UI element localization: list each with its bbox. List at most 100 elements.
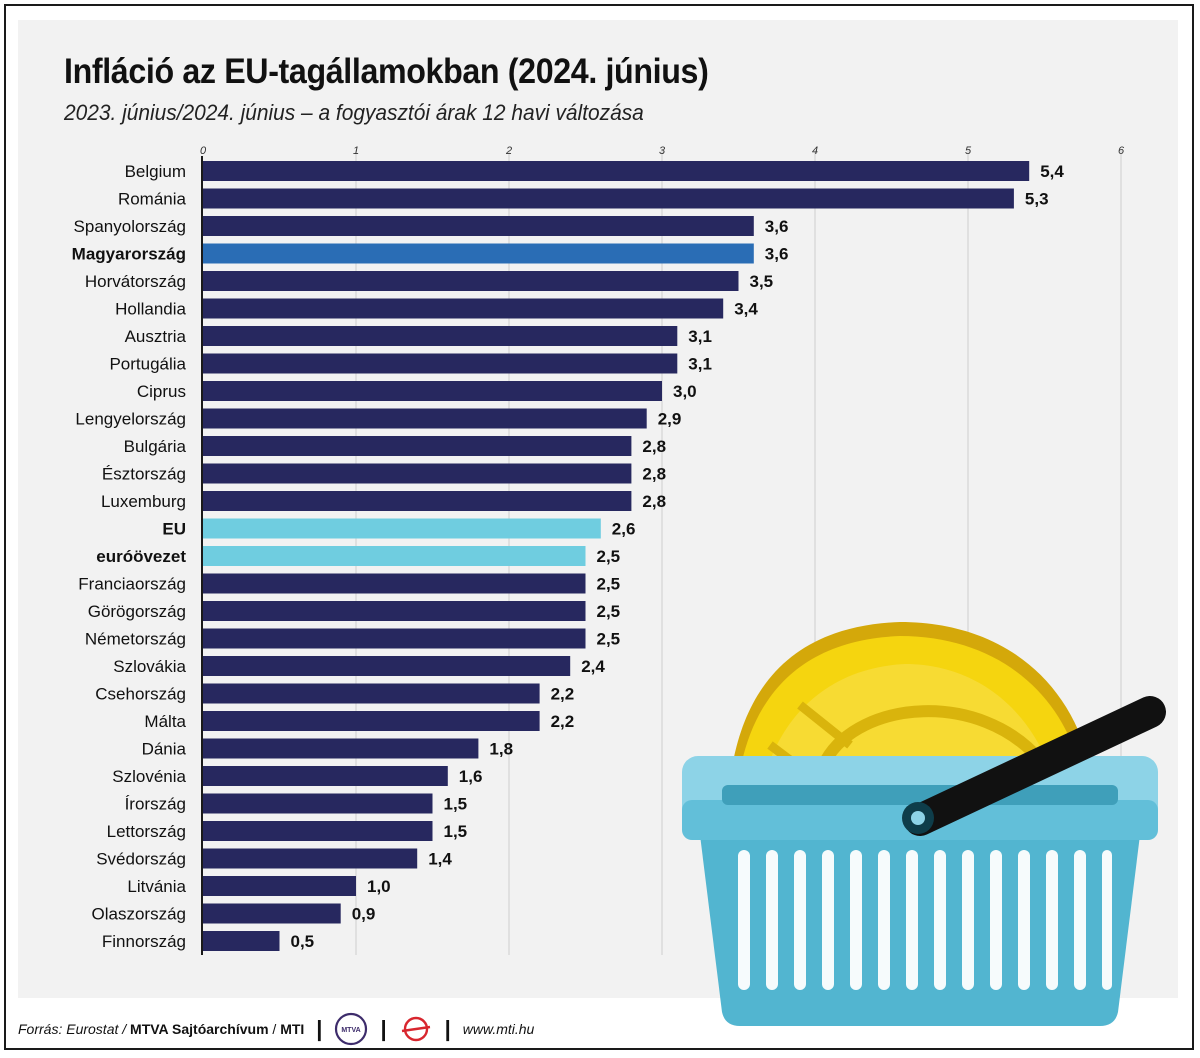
bar — [203, 683, 540, 704]
category-label: Franciaország — [78, 575, 186, 594]
value-label: 2,8 — [642, 437, 666, 456]
value-label: 0,5 — [291, 932, 315, 951]
value-label: 2,5 — [597, 547, 621, 566]
website-link[interactable]: www.mti.hu — [462, 1021, 535, 1037]
category-label: Belgium — [125, 162, 186, 181]
shopping-basket-icon — [682, 696, 1166, 1026]
value-label: 2,4 — [581, 657, 605, 676]
category-label: Szlovénia — [112, 767, 186, 786]
mtva-logo-text: MTVA — [342, 1027, 361, 1034]
footer-separator: | — [316, 1016, 323, 1041]
footer-separator: | — [380, 1016, 387, 1041]
category-label: Magyarország — [72, 245, 186, 264]
value-label: 2,5 — [597, 575, 621, 594]
category-labels: Belgium Románia Spanyolország Magyarország H… — [72, 162, 187, 951]
bar — [203, 573, 586, 594]
bar — [203, 381, 662, 401]
category-label: euróövezet — [96, 547, 186, 566]
bar — [203, 793, 433, 814]
bar — [203, 298, 724, 319]
category-label: Dánia — [142, 740, 187, 759]
category-label: EU — [162, 520, 186, 539]
category-label: Ausztria — [125, 327, 187, 346]
bar — [203, 848, 418, 869]
category-label: Hollandia — [115, 300, 186, 319]
bar — [203, 738, 479, 759]
value-label: 2,5 — [597, 602, 621, 621]
chart-subtitle: 2023. június/2024. június – a fogyasztói… — [64, 100, 644, 125]
bar — [203, 491, 632, 511]
bar — [203, 436, 632, 456]
bar — [203, 766, 448, 786]
category-label: Csehország — [95, 685, 186, 704]
source-agency-2: MTI — [280, 1021, 305, 1037]
source-divider: / — [272, 1021, 277, 1037]
x-tick-labels: 0 1 2 3 4 5 6 — [200, 145, 1125, 157]
chart-title: Infláció az EU-tagállamokban (2024. júni… — [64, 52, 709, 91]
category-label: Szlovákia — [113, 657, 186, 676]
x-tick-label: 5 — [965, 145, 972, 157]
bar — [203, 188, 1014, 209]
bar — [203, 463, 632, 484]
category-label: Horvátország — [85, 272, 186, 291]
value-label: 2,2 — [551, 712, 575, 731]
value-label: 5,4 — [1040, 162, 1064, 181]
category-label: Svédország — [96, 850, 186, 869]
value-label: 2,2 — [551, 685, 575, 704]
x-tick-label: 1 — [353, 145, 359, 157]
x-tick-label: 3 — [659, 145, 666, 157]
bar — [203, 353, 678, 374]
category-label: Olaszország — [92, 905, 186, 924]
source-label: Forrás: Eurostat / — [18, 1021, 127, 1037]
bar — [203, 821, 433, 841]
value-label: 3,6 — [765, 217, 789, 236]
value-label: 1,0 — [367, 877, 391, 896]
value-label: 2,9 — [658, 410, 682, 429]
category-label: Írország — [125, 795, 186, 814]
bar — [203, 546, 586, 566]
category-label: Bulgária — [124, 437, 187, 456]
basket-coin-illustration — [682, 622, 1166, 1026]
bar — [203, 628, 586, 649]
mtva-logo: MTVA — [335, 1012, 368, 1046]
value-label: 1,5 — [444, 822, 468, 841]
bar — [203, 243, 754, 264]
bar — [203, 161, 1030, 181]
bars — [203, 161, 1030, 951]
bar — [203, 518, 601, 539]
x-tick-label: 6 — [1118, 145, 1125, 157]
category-label: Málta — [144, 712, 186, 731]
value-label: 2,8 — [642, 465, 666, 484]
bar — [203, 601, 586, 621]
category-label: Litvánia — [127, 877, 186, 896]
value-labels: 5,4 5,3 3,6 3,6 3,5 3,4 3,1 3,1 3,0 2,9 2,8 2,8 2,8 2… — [291, 162, 1065, 951]
bar — [203, 931, 280, 951]
value-label: 5,3 — [1025, 190, 1049, 209]
source-agency-1: MTVA Sajtóarchívum — [130, 1021, 269, 1037]
x-tick-label: 2 — [505, 145, 512, 157]
footer: Forrás: Eurostat / MTVA Sajtóarchívum / … — [18, 1012, 658, 1046]
bar — [203, 271, 739, 291]
category-label: Finnország — [102, 932, 186, 951]
category-label: Románia — [118, 190, 187, 209]
bar — [203, 326, 678, 346]
bar — [203, 711, 540, 731]
value-label: 3,0 — [673, 382, 697, 401]
bar — [203, 903, 341, 924]
bar — [203, 656, 571, 676]
category-label: Luxemburg — [101, 492, 186, 511]
category-label: Portugália — [109, 355, 186, 374]
value-label: 3,1 — [688, 355, 712, 374]
category-label: Ciprus — [137, 382, 186, 401]
bar — [203, 408, 647, 429]
value-label: 1,6 — [459, 767, 483, 786]
category-label: Lettország — [107, 822, 186, 841]
value-label: 3,4 — [734, 300, 758, 319]
category-label: Németország — [85, 630, 186, 649]
category-label: Észtország — [102, 465, 186, 484]
value-label: 0,9 — [352, 905, 376, 924]
value-label: 2,8 — [642, 492, 666, 511]
category-label: Lengyelország — [75, 410, 186, 429]
bar — [203, 216, 754, 236]
